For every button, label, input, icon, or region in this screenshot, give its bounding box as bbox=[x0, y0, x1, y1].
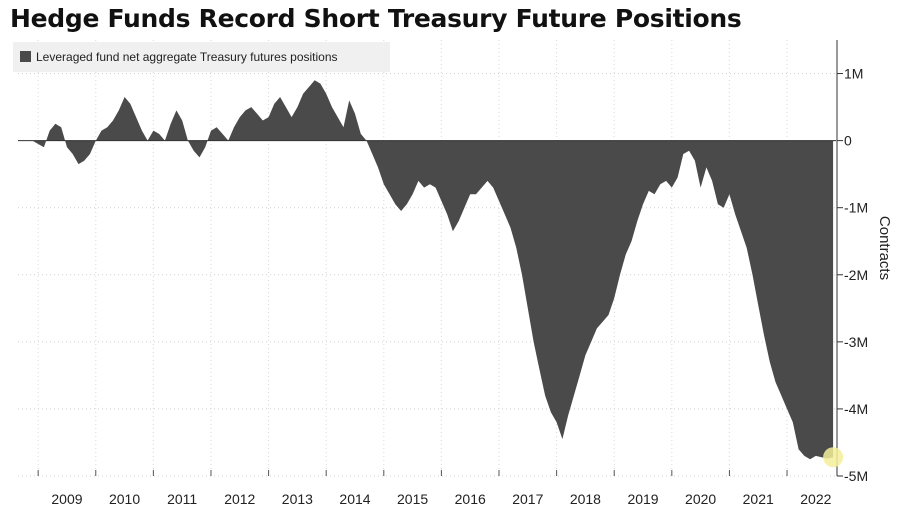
x-tick-label: 2009 bbox=[51, 491, 82, 507]
x-tick-label: 2022 bbox=[800, 491, 831, 507]
x-tick-label: 2011 bbox=[167, 491, 197, 507]
x-tick-label: 2017 bbox=[512, 491, 543, 507]
x-tick-label: 2016 bbox=[455, 491, 486, 507]
x-tick-label: 2014 bbox=[339, 491, 370, 507]
y-tick-label: -4M bbox=[844, 401, 868, 417]
legend-box bbox=[13, 42, 390, 72]
y-tick-label: -5M bbox=[844, 468, 868, 484]
y-axis-title: Contracts bbox=[876, 216, 893, 280]
y-tick-label: -3M bbox=[844, 334, 868, 350]
x-tick-label: 2021 bbox=[743, 491, 774, 507]
y-axis: 1M 0 -1M -2M -3M -4M -5M bbox=[836, 40, 868, 484]
gridlines bbox=[18, 40, 836, 477]
chart-title: Hedge Funds Record Short Treasury Future… bbox=[10, 4, 742, 33]
legend-swatch bbox=[20, 51, 31, 62]
x-tick-label: 2020 bbox=[685, 491, 716, 507]
x-tick-label: 2013 bbox=[282, 491, 313, 507]
y-tick-label: 0 bbox=[844, 133, 852, 149]
x-tick-label: 2018 bbox=[570, 491, 601, 507]
y-tick-label: -2M bbox=[844, 267, 868, 283]
y-tick-label: 1M bbox=[844, 66, 863, 82]
x-axis: 2009 2010 2011 2012 2013 2014 2015 2016 2017 2018… bbox=[37, 470, 832, 507]
x-tick-label: 2015 bbox=[397, 491, 428, 507]
legend: Leveraged fund net aggregate Treasury fu… bbox=[13, 42, 390, 72]
x-tick-label: 2010 bbox=[109, 491, 140, 507]
series-area bbox=[18, 80, 834, 460]
y-tick-label: -1M bbox=[844, 200, 868, 216]
x-tick-label: 2019 bbox=[627, 491, 658, 507]
latest-value-marker bbox=[823, 447, 844, 468]
legend-label: Leveraged fund net aggregate Treasury fu… bbox=[36, 50, 338, 64]
x-tick-label: 2012 bbox=[224, 491, 255, 507]
